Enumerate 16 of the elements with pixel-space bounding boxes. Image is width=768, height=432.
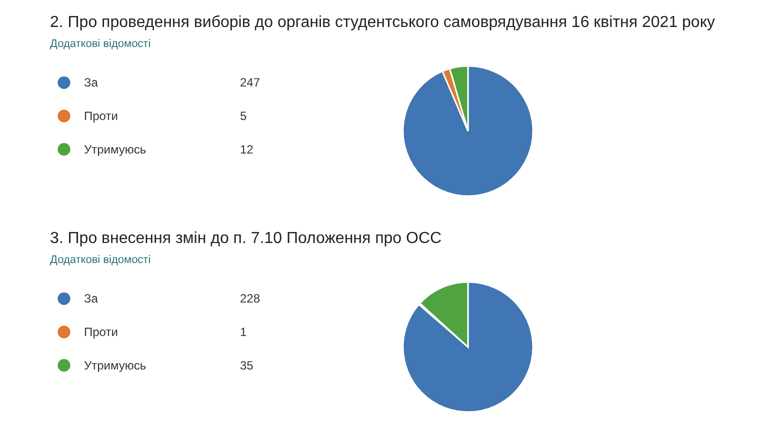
legend-label: Утримуюсь (84, 358, 146, 372)
legend-label: Проти (84, 109, 118, 123)
chart-title: 3. Про внесення змін до п. 7.10 Положення про ОСС (50, 230, 442, 247)
data-label: 1 (240, 325, 247, 339)
legend-label: Утримуюсь (84, 142, 146, 156)
text: Додаткові відомості (50, 38, 151, 50)
data-label: 35 (240, 358, 254, 372)
text: Додаткові відомості (50, 254, 151, 266)
data-label: 247 (240, 76, 260, 90)
data-label: 228 (240, 292, 260, 306)
legend-label: За (84, 76, 98, 90)
legend-label: Проти (84, 325, 118, 339)
data-label: 5 (240, 109, 247, 123)
data-label: 12 (240, 142, 254, 156)
legend-label: За (84, 292, 98, 306)
chart-title: 2. Про проведення виборів до органів студентського самоврядування 16 квітня 2021 року (50, 14, 716, 31)
